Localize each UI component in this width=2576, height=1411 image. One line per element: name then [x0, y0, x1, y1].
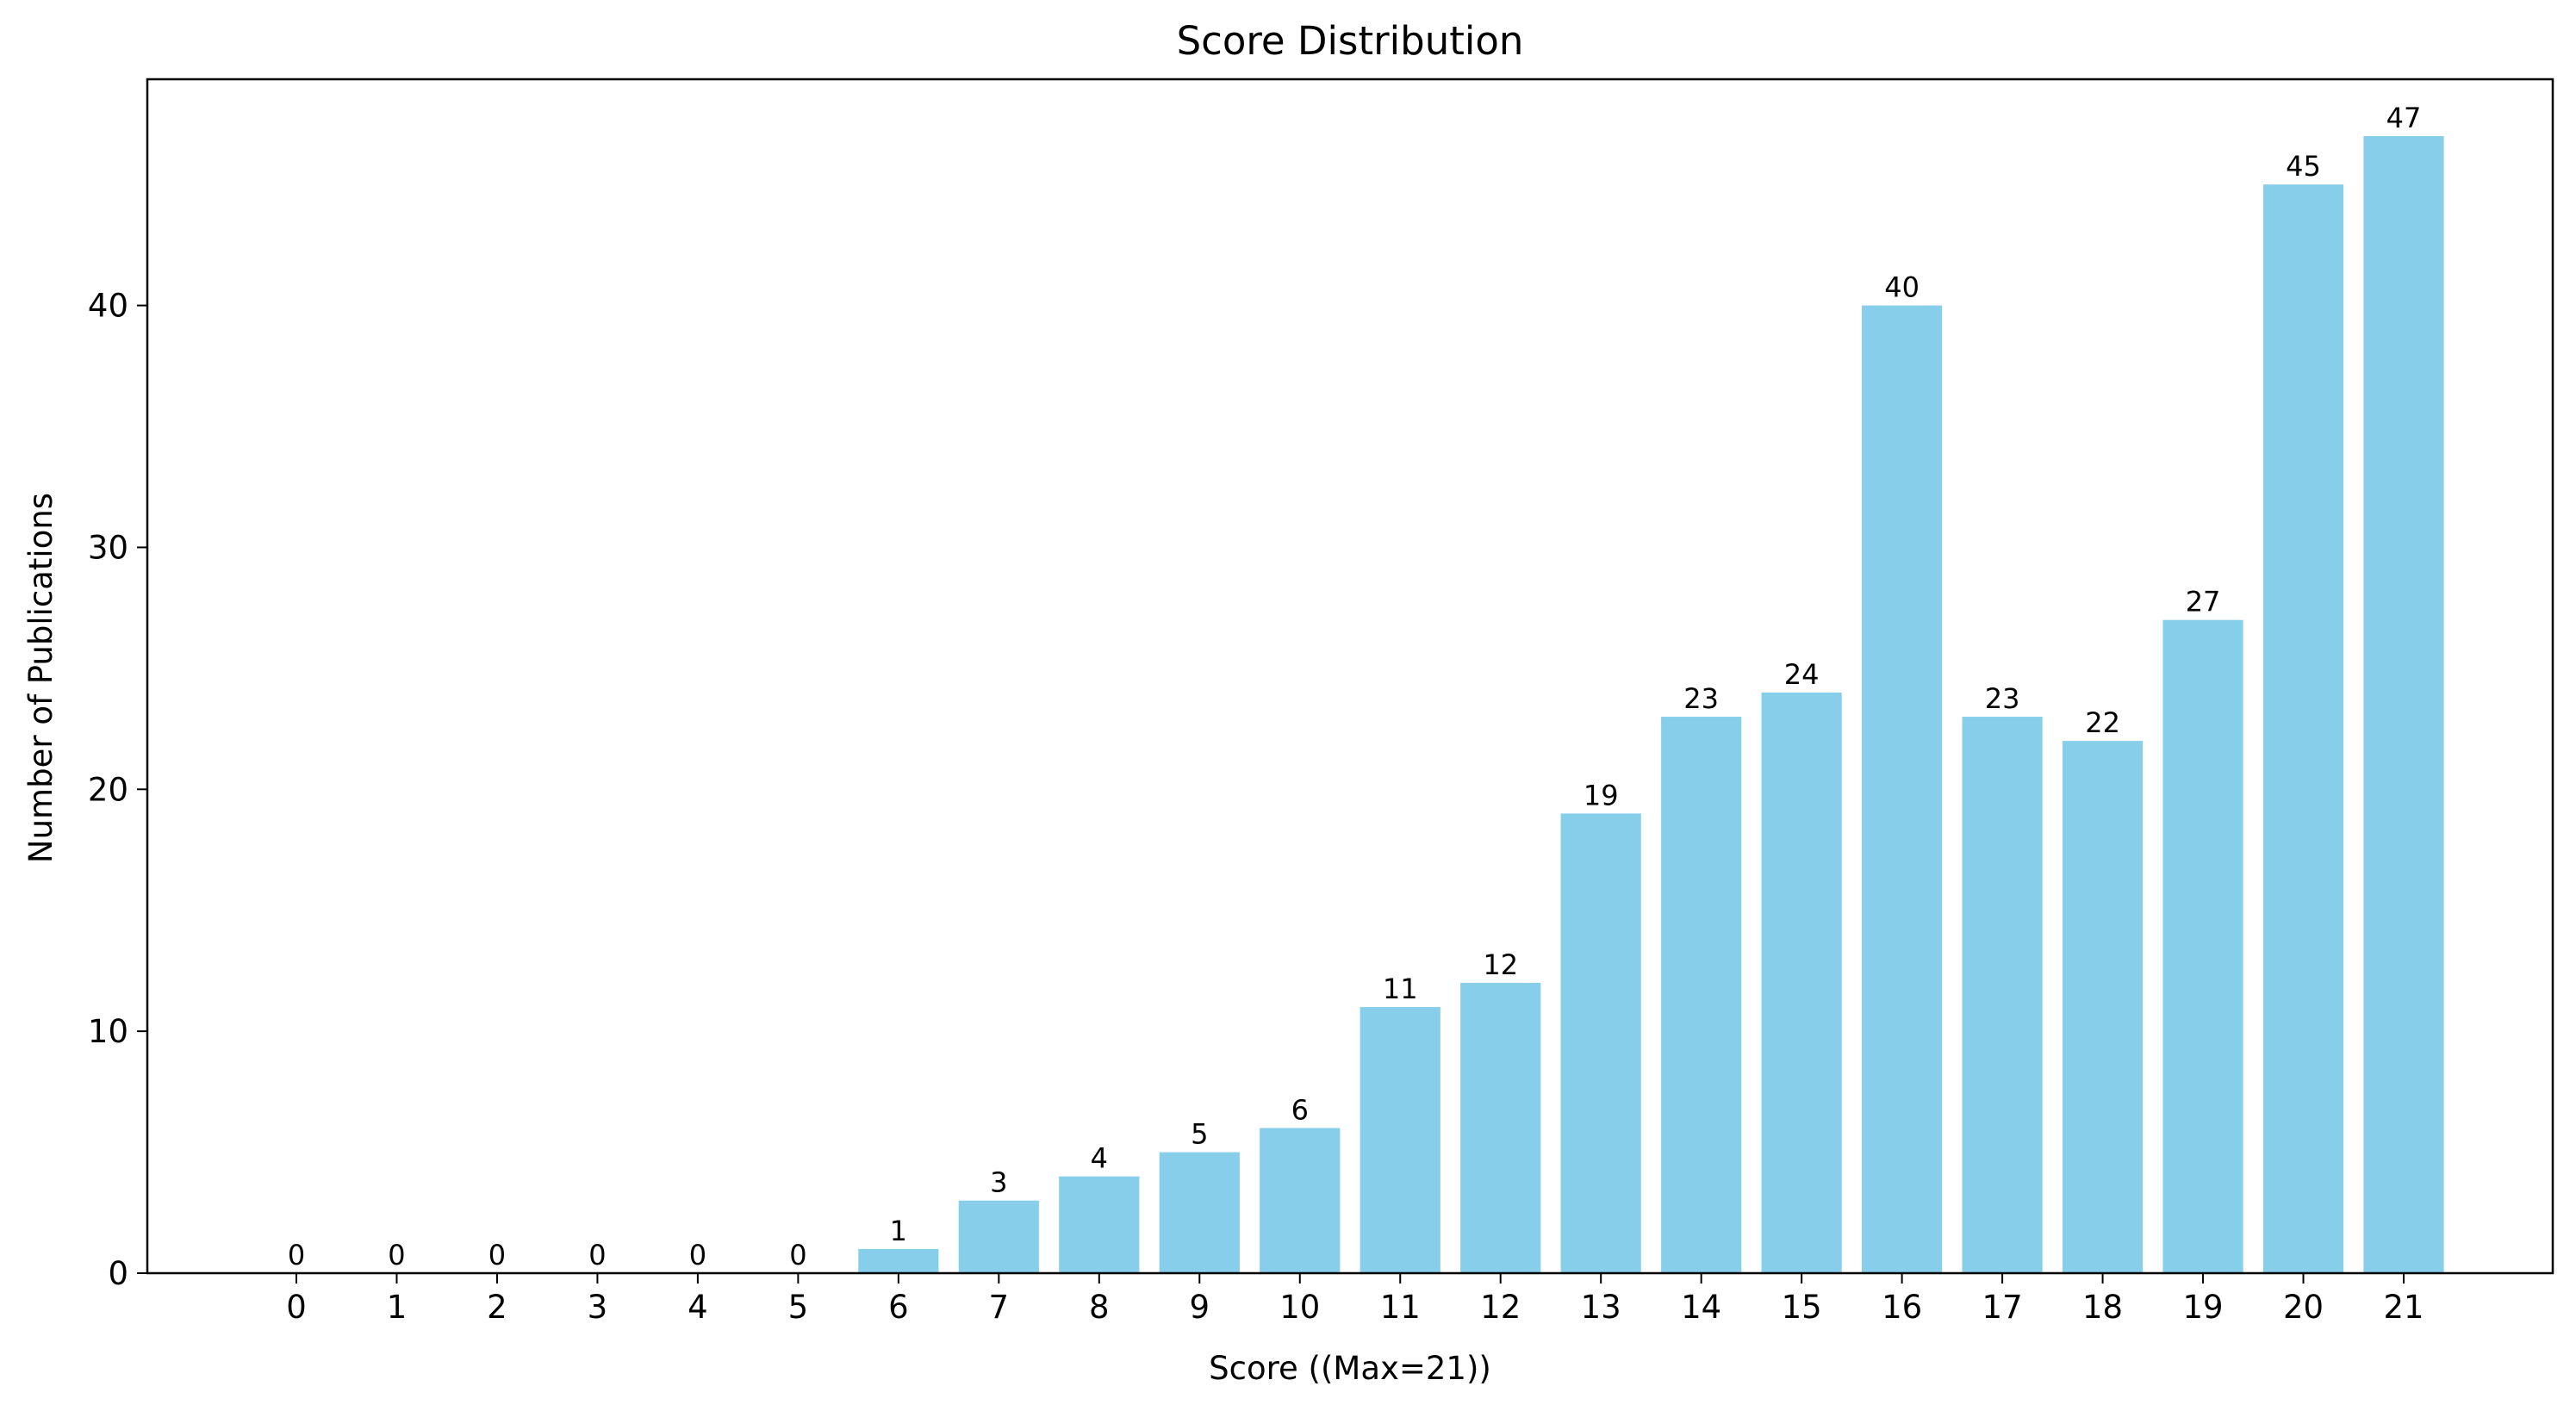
bar-15 [1761, 692, 1842, 1273]
bar-12 [1460, 982, 1541, 1273]
x-tick-label-15: 15 [1782, 1289, 1822, 1326]
data-label-6: 1 [890, 1215, 907, 1247]
x-tick-label-14: 14 [1681, 1289, 1721, 1326]
y-tick-label-40: 40 [88, 288, 128, 325]
x-tick-label-19: 19 [2183, 1289, 2224, 1326]
x-tick-label-21: 21 [2383, 1289, 2424, 1326]
bar-9 [1159, 1152, 1240, 1273]
x-tick-label-12: 12 [1480, 1289, 1521, 1326]
data-label-18: 22 [2085, 706, 2120, 739]
data-label-21: 47 [2386, 102, 2422, 134]
y-axis-label: Number of Publications [22, 493, 59, 863]
bar-21 [2363, 136, 2444, 1273]
data-label-14: 23 [1683, 682, 1719, 715]
x-tick-label-10: 10 [1279, 1289, 1320, 1326]
bar-11 [1360, 1007, 1440, 1273]
data-label-13: 19 [1584, 779, 1619, 811]
data-label-19: 27 [2186, 586, 2221, 618]
data-label-5: 0 [789, 1239, 806, 1271]
x-tick-label-4: 4 [688, 1289, 708, 1326]
y-tick-label-10: 10 [88, 1013, 128, 1050]
x-tick-label-18: 18 [2082, 1289, 2123, 1326]
x-tick-label-5: 5 [788, 1289, 809, 1326]
x-tick-label-13: 13 [1581, 1289, 1621, 1326]
data-label-7: 3 [990, 1166, 1007, 1199]
bar-19 [2162, 619, 2243, 1273]
data-label-11: 11 [1383, 973, 1418, 1005]
data-label-16: 40 [1884, 271, 1920, 304]
data-label-8: 4 [1091, 1142, 1108, 1175]
chart-title: Score Distribution [1177, 18, 1524, 64]
bar-10 [1260, 1128, 1341, 1273]
y-tick-label-30: 30 [88, 529, 128, 566]
bar-14 [1661, 717, 1742, 1273]
x-tick-label-16: 16 [1882, 1289, 1922, 1326]
x-tick-label-1: 1 [387, 1289, 408, 1326]
bar-17 [1962, 717, 2043, 1273]
data-label-20: 45 [2286, 150, 2321, 183]
x-tick-label-0: 0 [286, 1289, 307, 1326]
x-tick-label-11: 11 [1380, 1289, 1421, 1326]
data-label-0: 0 [288, 1239, 305, 1271]
data-label-1: 0 [388, 1239, 405, 1271]
data-label-2: 0 [488, 1239, 506, 1271]
y-tick-label-0: 0 [108, 1255, 128, 1292]
bar-20 [2262, 184, 2344, 1274]
y-tick-label-20: 20 [88, 771, 128, 808]
data-label-9: 5 [1191, 1118, 1208, 1151]
x-tick-label-6: 6 [888, 1289, 909, 1326]
x-tick-label-2: 2 [487, 1289, 507, 1326]
data-label-15: 24 [1784, 658, 1820, 691]
data-label-17: 23 [1985, 682, 2020, 715]
data-label-12: 12 [1483, 948, 1518, 981]
y-axis-ticks: 0 10 20 30 40 [88, 288, 147, 1292]
x-tick-label-20: 20 [2283, 1289, 2324, 1326]
bars-group [858, 136, 2444, 1274]
plot-frame [146, 78, 2554, 1275]
x-axis-ticks: 0 1 2 3 4 5 6 7 8 9 10 11 12 13 14 15 16 17 18 19 20 21 [286, 1273, 2424, 1326]
x-tick-label-7: 7 [989, 1289, 1010, 1326]
bar-8 [1059, 1176, 1140, 1273]
x-tick-label-9: 9 [1190, 1289, 1210, 1326]
x-axis-label: Score ((Max=21)) [1209, 1350, 1491, 1387]
bar-16 [1862, 305, 1943, 1274]
x-tick-label-3: 3 [588, 1289, 608, 1326]
data-label-3: 0 [588, 1239, 606, 1271]
data-label-10: 6 [1291, 1093, 1309, 1126]
bar-6 [858, 1248, 939, 1273]
bar-7 [958, 1200, 1039, 1273]
x-tick-label-17: 17 [1982, 1289, 2023, 1326]
bar-13 [1560, 813, 1641, 1273]
data-label-4: 0 [689, 1239, 706, 1271]
bar-18 [2062, 741, 2144, 1273]
x-tick-label-8: 8 [1089, 1289, 1110, 1326]
